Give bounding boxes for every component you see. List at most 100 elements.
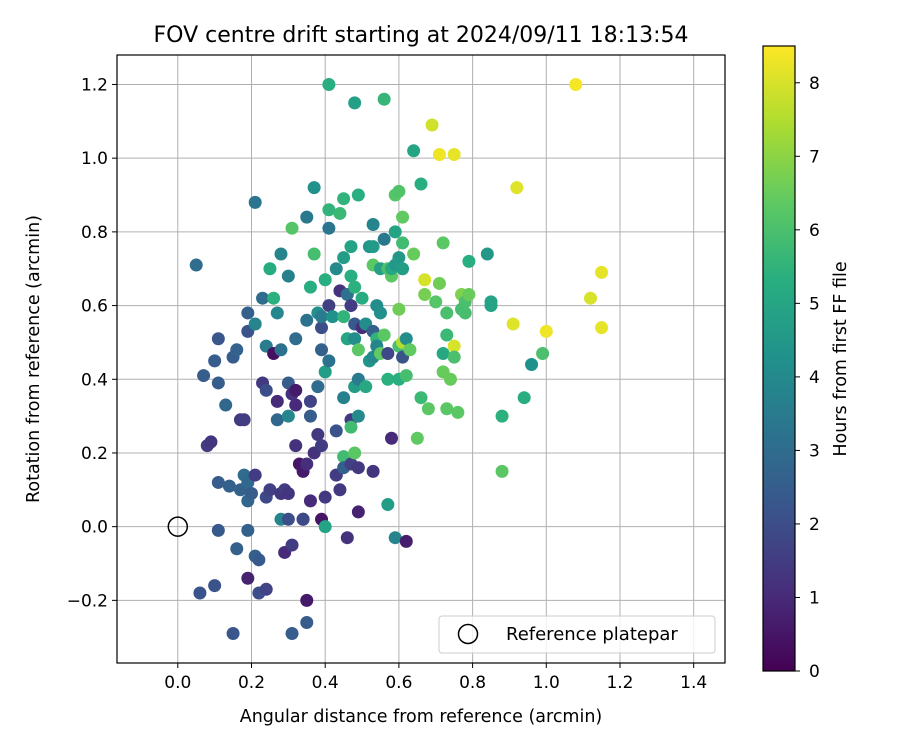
data-point — [300, 210, 314, 224]
data-point — [193, 586, 207, 600]
data-point — [315, 439, 329, 453]
data-point — [248, 195, 262, 209]
colorbar-tick-label: 4 — [809, 368, 820, 388]
data-point — [407, 144, 421, 158]
data-point — [392, 184, 406, 198]
data-point — [315, 343, 329, 357]
data-point — [307, 247, 321, 261]
x-tick-label: 1.0 — [533, 673, 560, 693]
data-point — [348, 446, 362, 460]
data-point — [204, 435, 218, 449]
colorbar-tick-label: 6 — [809, 221, 820, 241]
x-tick-label: 0.6 — [385, 673, 412, 693]
y-axis-label: Rotation from reference (arcmin) — [24, 215, 44, 503]
data-point — [322, 299, 336, 313]
data-point — [226, 627, 240, 641]
data-point — [517, 391, 531, 405]
data-point — [348, 280, 362, 294]
colorbar-tick-label: 8 — [809, 74, 820, 94]
data-point — [399, 332, 413, 346]
data-point — [270, 394, 284, 408]
data-point — [351, 188, 365, 202]
data-point — [432, 147, 446, 161]
colorbar-tick-label: 5 — [809, 294, 820, 314]
data-point — [208, 579, 222, 593]
data-point — [351, 409, 365, 423]
data-point — [322, 203, 336, 217]
data-point — [569, 77, 583, 91]
data-point — [300, 457, 314, 471]
data-point — [414, 177, 428, 191]
data-point — [329, 262, 343, 276]
x-tick-label: 0.2 — [238, 673, 265, 693]
data-point — [263, 262, 277, 276]
data-point — [318, 365, 332, 379]
data-point — [248, 317, 262, 331]
data-point — [307, 181, 321, 195]
data-point — [436, 346, 450, 360]
data-point — [418, 273, 432, 287]
colorbar-tick-label: 1 — [809, 588, 820, 608]
data-point — [410, 431, 424, 445]
x-tick-label: 1.4 — [680, 673, 707, 693]
data-point — [351, 461, 365, 475]
legend-label: Reference platepar — [506, 624, 678, 645]
data-point — [340, 531, 354, 545]
data-point — [366, 218, 380, 232]
data-point — [388, 531, 402, 545]
reference-point-marker — [167, 516, 189, 537]
data-point — [373, 306, 387, 320]
data-point — [311, 428, 325, 442]
data-point — [495, 464, 509, 478]
data-point — [318, 490, 332, 504]
data-point — [440, 402, 454, 416]
data-point — [480, 247, 494, 261]
x-tick-label: 1.2 — [606, 673, 633, 693]
data-point — [274, 247, 288, 261]
data-point — [344, 420, 358, 434]
data-point — [495, 409, 509, 423]
data-point — [344, 299, 358, 313]
data-point — [289, 398, 303, 412]
data-point — [241, 571, 255, 585]
data-point — [248, 468, 262, 482]
data-point — [595, 321, 609, 335]
data-point — [211, 332, 225, 346]
data-point — [440, 306, 454, 320]
data-point — [270, 306, 284, 320]
data-point — [322, 77, 336, 91]
data-point — [252, 553, 266, 567]
colorbar-ticks: 0 1 2 3 4 5 6 7 8 — [795, 74, 820, 682]
data-point — [281, 269, 295, 283]
data-point — [281, 512, 295, 526]
data-point — [259, 383, 273, 397]
data-point — [241, 523, 255, 537]
data-point — [303, 494, 317, 508]
data-point — [399, 534, 413, 548]
data-point — [584, 291, 598, 305]
data-point — [366, 464, 380, 478]
data-point — [418, 288, 432, 302]
data-point — [359, 380, 373, 394]
data-point — [318, 520, 332, 534]
data-point — [421, 402, 435, 416]
data-point — [525, 358, 539, 372]
data-point — [429, 295, 443, 309]
data-point — [303, 394, 317, 408]
data-point — [281, 409, 295, 423]
data-point — [303, 409, 317, 423]
data-point — [385, 431, 399, 445]
x-axis-label: Angular distance from reference (arcmin) — [240, 707, 603, 727]
data-point — [462, 254, 476, 268]
data-point — [329, 424, 343, 438]
data-point — [300, 313, 314, 327]
data-point — [344, 269, 358, 283]
data-point — [333, 483, 347, 497]
y-tick-label: 0.8 — [81, 223, 108, 243]
data-point — [237, 413, 251, 427]
data-point — [348, 96, 362, 110]
y-tick-label: −0.2 — [67, 591, 108, 611]
data-point — [311, 380, 325, 394]
data-point — [337, 192, 351, 206]
